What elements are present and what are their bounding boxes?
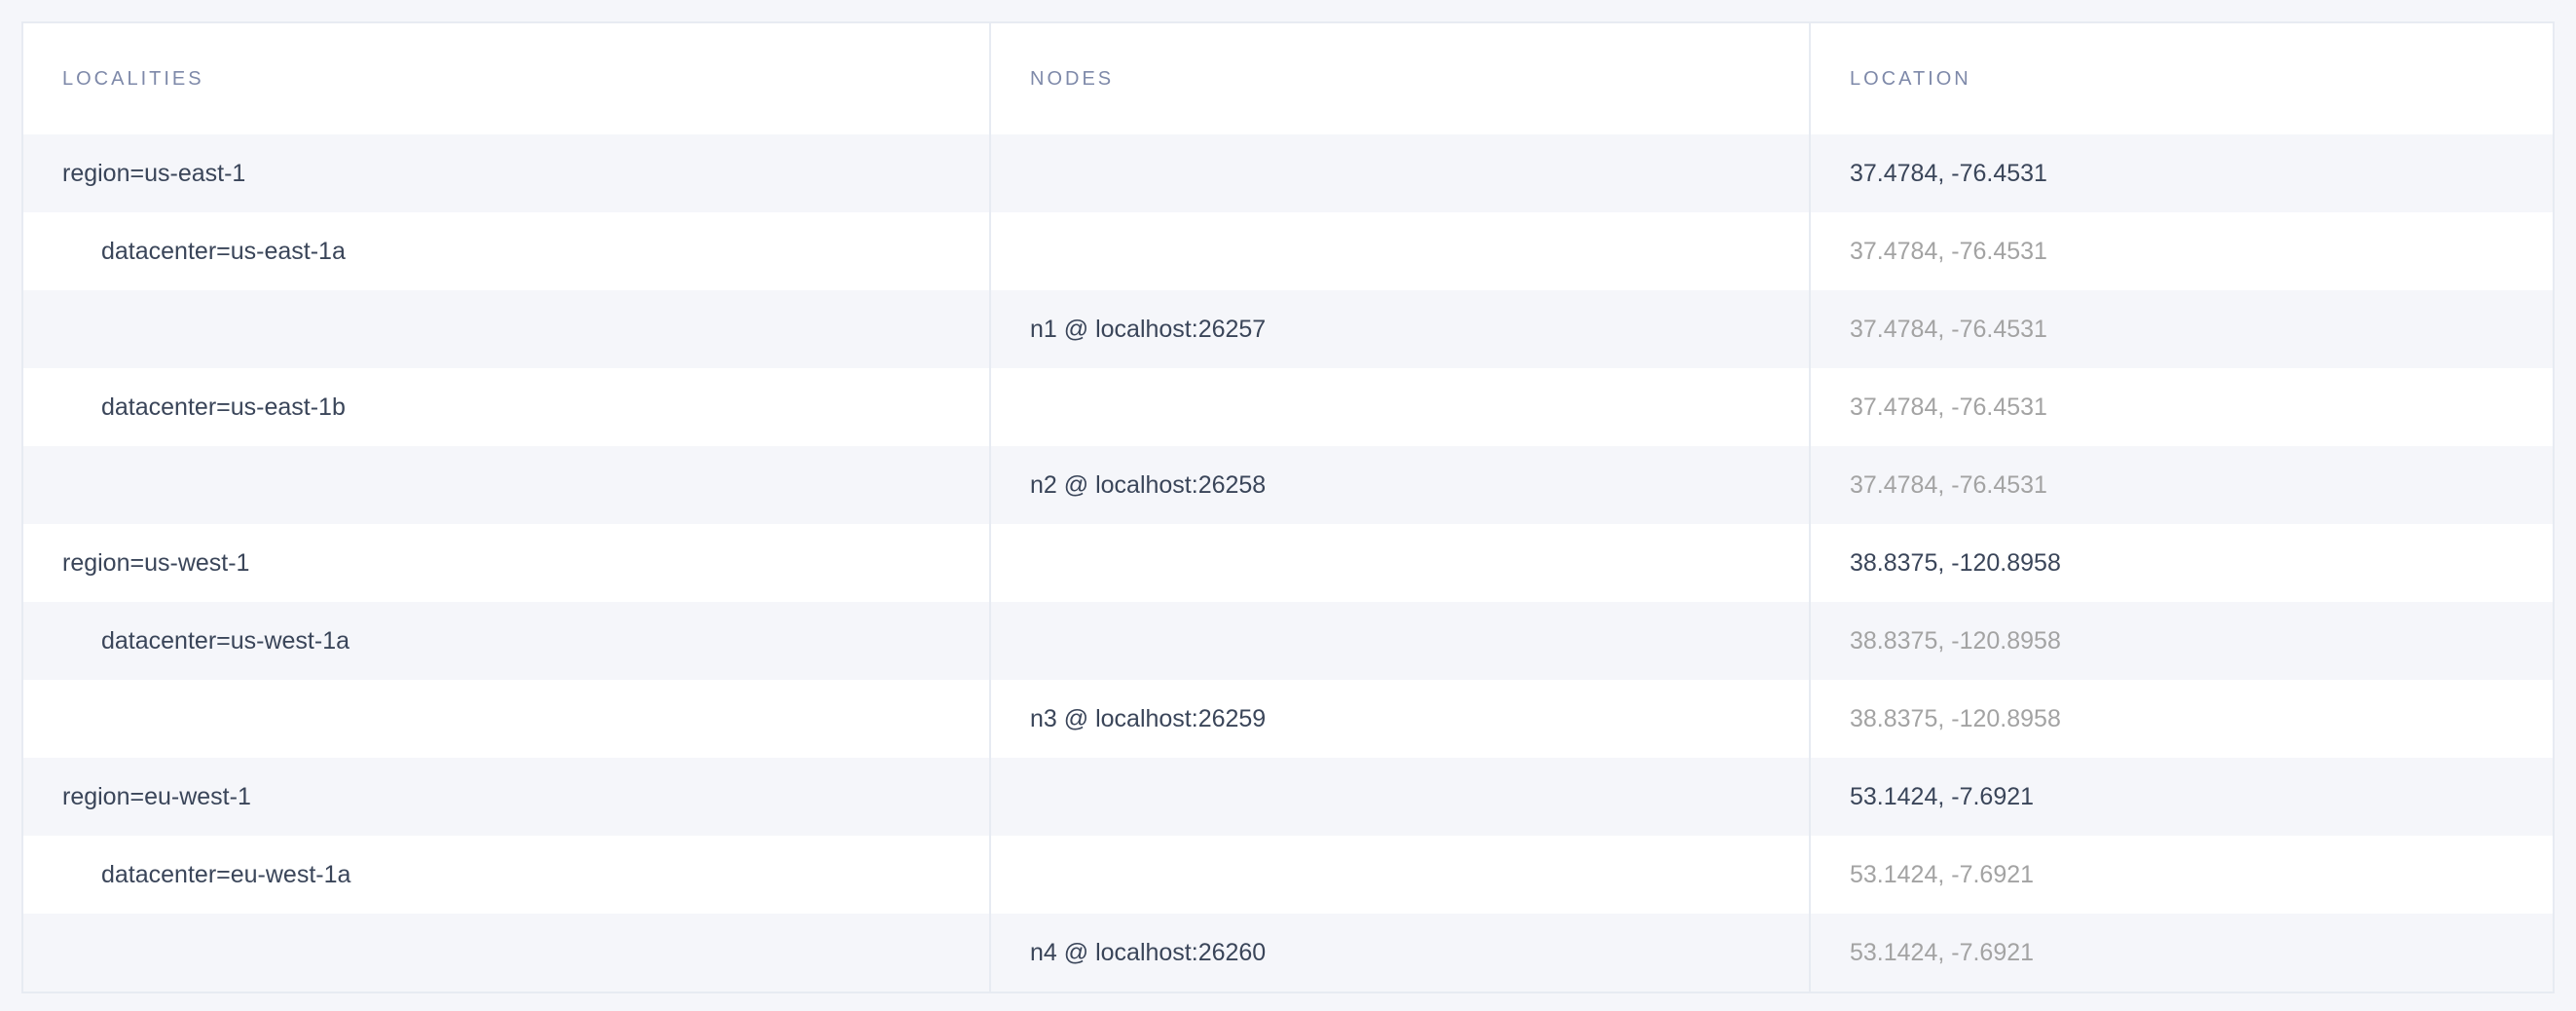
- table-row: region=eu-west-1 53.1424, -7.6921: [23, 758, 2553, 836]
- locality-cell: [23, 680, 991, 758]
- location-cell: 37.4784, -76.4531: [1850, 315, 2047, 343]
- node-cell: [991, 836, 1811, 914]
- node-cell: n1 @ localhost:26257: [991, 290, 1811, 368]
- column-header-nodes: NODES: [991, 23, 1811, 134]
- node-cell: n3 @ localhost:26259: [991, 680, 1811, 758]
- locality-cell: datacenter=eu-west-1a: [23, 836, 991, 914]
- locality-cell: datacenter=us-east-1a: [23, 212, 991, 290]
- node-cell: [991, 524, 1811, 602]
- table-row: region=us-west-1 38.8375, -120.8958: [23, 524, 2553, 602]
- localities-table: LOCALITIES NODES LOCATION region=us-east…: [21, 21, 2555, 993]
- column-header-localities: LOCALITIES: [23, 23, 991, 134]
- column-header-location: LOCATION: [1850, 67, 1971, 90]
- locality-cell: [23, 914, 991, 992]
- node-cell: n2 @ localhost:26258: [991, 446, 1811, 524]
- location-cell: 53.1424, -7.6921: [1850, 782, 2035, 810]
- table-row: n4 @ localhost:26260 53.1424, -7.6921: [23, 914, 2553, 992]
- location-cell: 53.1424, -7.6921: [1850, 860, 2035, 888]
- table-row: datacenter=us-east-1b 37.4784, -76.4531: [23, 368, 2553, 446]
- location-cell: 37.4784, -76.4531: [1850, 159, 2047, 187]
- locality-cell: datacenter=us-west-1a: [23, 602, 991, 680]
- node-cell: [991, 212, 1811, 290]
- locality-cell: datacenter=us-east-1b: [23, 368, 991, 446]
- location-cell: 53.1424, -7.6921: [1850, 938, 2035, 966]
- locality-cell: [23, 446, 991, 524]
- table-row: n3 @ localhost:26259 38.8375, -120.8958: [23, 680, 2553, 758]
- table-row: datacenter=us-east-1a 37.4784, -76.4531: [23, 212, 2553, 290]
- location-cell: 37.4784, -76.4531: [1850, 393, 2047, 421]
- table-body: region=us-east-1 37.4784, -76.4531 datacen…: [23, 134, 2553, 992]
- table-row: region=us-east-1 37.4784, -76.4531: [23, 134, 2553, 212]
- locality-cell: region=us-east-1: [23, 134, 991, 212]
- table-header: LOCALITIES NODES LOCATION: [23, 23, 2553, 134]
- locality-cell: region=us-west-1: [23, 524, 991, 602]
- locality-cell: region=eu-west-1: [23, 758, 991, 836]
- locality-cell: [23, 290, 991, 368]
- node-cell: n4 @ localhost:26260: [991, 914, 1811, 992]
- node-cell: [991, 602, 1811, 680]
- table-row: n1 @ localhost:26257 37.4784, -76.4531: [23, 290, 2553, 368]
- table-row: datacenter=eu-west-1a 53.1424, -7.6921: [23, 836, 2553, 914]
- table-row: n2 @ localhost:26258 37.4784, -76.4531: [23, 446, 2553, 524]
- node-cell: [991, 368, 1811, 446]
- location-cell: 38.8375, -120.8958: [1850, 548, 2061, 577]
- node-cell: [991, 134, 1811, 212]
- location-cell: 38.8375, -120.8958: [1850, 704, 2061, 732]
- location-cell: 37.4784, -76.4531: [1850, 237, 2047, 265]
- location-cell: 37.4784, -76.4531: [1850, 470, 2047, 499]
- node-cell: [991, 758, 1811, 836]
- location-cell: 38.8375, -120.8958: [1850, 626, 2061, 655]
- table-row: datacenter=us-west-1a 38.8375, -120.8958: [23, 602, 2553, 680]
